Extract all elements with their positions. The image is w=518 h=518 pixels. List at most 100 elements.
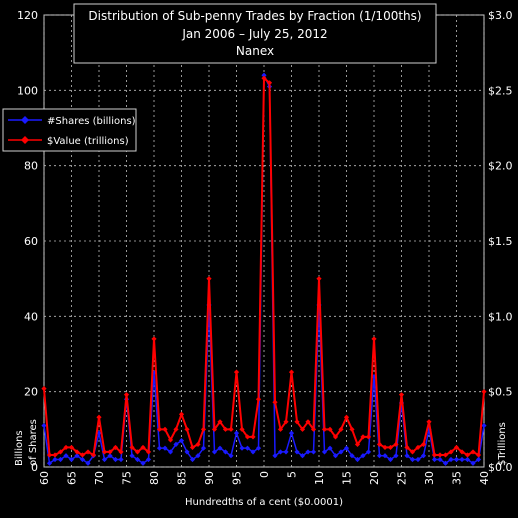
data-point-value — [453, 444, 460, 451]
data-point-shares — [255, 445, 262, 451]
data-point-value — [382, 444, 388, 451]
y-left-tick-label: 0 — [31, 461, 38, 474]
data-point-value — [459, 449, 465, 455]
data-point-value — [294, 419, 300, 425]
data-point-shares — [156, 445, 163, 451]
x-tick-label: 0 — [258, 471, 271, 478]
data-point-value — [217, 419, 223, 425]
data-point-value — [365, 434, 372, 440]
data-point-shares — [173, 441, 179, 447]
data-point-value — [222, 426, 229, 432]
data-point-shares — [178, 438, 185, 444]
data-point-shares — [228, 453, 234, 459]
data-point-value — [112, 444, 119, 451]
data-point-shares — [74, 453, 80, 459]
data-point-value — [376, 441, 383, 447]
y-right-label: $Trillions — [497, 422, 508, 466]
data-point-value — [134, 449, 141, 455]
data-point-shares — [349, 453, 355, 459]
data-point-value — [151, 336, 157, 342]
data-point-shares — [85, 460, 91, 466]
data-point-shares — [195, 453, 201, 459]
data-point-shares — [360, 453, 366, 459]
y-right-tick-label: $0.5 — [488, 386, 513, 399]
y-left-tick-label: 100 — [17, 84, 38, 97]
data-point-shares — [404, 453, 410, 459]
chart-title-line-1: Distribution of Sub-penny Trades by Frac… — [88, 9, 421, 23]
data-point-shares — [79, 456, 86, 463]
legend-value-marker — [21, 136, 29, 144]
data-point-value — [299, 426, 306, 432]
y-right-tick-label: $1.5 — [488, 235, 513, 248]
data-point-value — [283, 419, 289, 425]
data-point-value — [79, 452, 86, 458]
x-tick-label: 30 — [423, 471, 436, 485]
data-point-shares — [107, 453, 113, 459]
data-point-value — [46, 452, 53, 458]
data-point-shares — [250, 449, 256, 455]
data-point-shares — [211, 449, 218, 455]
y-left-tick-labels: 0 20 40 60 80 100 120 — [17, 9, 38, 474]
data-point-value — [90, 452, 97, 458]
data-point-value — [343, 414, 350, 420]
series-lines — [41, 72, 487, 466]
data-point-shares — [277, 449, 284, 455]
x-tick-label: 75 — [121, 471, 134, 485]
y-left-tick-label: 80 — [24, 160, 38, 173]
data-point-shares — [101, 456, 108, 463]
data-point-shares — [453, 456, 460, 463]
data-point-shares — [294, 449, 300, 455]
data-point-shares — [129, 453, 135, 459]
data-point-shares — [332, 453, 339, 459]
data-point-shares — [343, 445, 350, 451]
y-right-tick-label: $0.0 — [488, 461, 513, 474]
data-point-value — [393, 441, 399, 447]
data-point-value — [233, 369, 240, 375]
x-tick-label: 95 — [231, 471, 244, 485]
data-point-shares — [63, 453, 69, 459]
data-point-value — [266, 80, 273, 86]
data-point-shares — [217, 445, 223, 451]
data-point-shares — [189, 456, 196, 463]
data-point-value — [250, 434, 256, 440]
data-point-shares — [459, 456, 465, 463]
data-point-shares — [338, 449, 344, 455]
data-point-value — [211, 426, 218, 432]
data-point-shares — [167, 449, 174, 455]
data-point-shares — [475, 456, 482, 463]
data-point-value — [327, 426, 333, 432]
y-left-tick-label: 40 — [24, 310, 38, 323]
data-point-value — [321, 426, 328, 432]
data-point-value — [184, 426, 190, 432]
y-right-tick-label: $2.5 — [488, 84, 513, 97]
data-point-value — [332, 434, 339, 440]
data-point-value — [167, 437, 174, 443]
data-point-value — [415, 444, 421, 451]
data-point-shares — [57, 456, 64, 463]
data-point-value — [354, 441, 361, 447]
data-point-shares — [305, 449, 311, 455]
legend-shares-label: #Shares (billions) — [47, 116, 136, 127]
data-point-shares — [283, 449, 289, 455]
data-point-shares — [140, 460, 146, 466]
data-point-value — [448, 449, 454, 455]
data-point-value — [140, 444, 146, 451]
x-tick-label: 70 — [93, 471, 106, 485]
data-point-value — [228, 426, 234, 432]
data-point-value — [145, 449, 152, 455]
data-point-shares — [310, 449, 317, 455]
data-point-value — [96, 414, 102, 420]
chart-title-line-3: Nanex — [236, 44, 274, 58]
data-point-value — [52, 452, 58, 458]
data-point-shares — [382, 453, 388, 459]
data-point-shares — [448, 456, 454, 463]
data-point-value — [426, 419, 432, 425]
data-point-shares — [46, 460, 53, 466]
data-point-value — [316, 276, 322, 282]
data-point-value — [189, 444, 196, 451]
y-left-label-line-2: of Shares — [28, 419, 39, 466]
data-point-shares — [118, 456, 124, 463]
data-point-value — [398, 392, 405, 398]
data-point-value — [173, 426, 179, 432]
data-point-value — [431, 452, 438, 458]
